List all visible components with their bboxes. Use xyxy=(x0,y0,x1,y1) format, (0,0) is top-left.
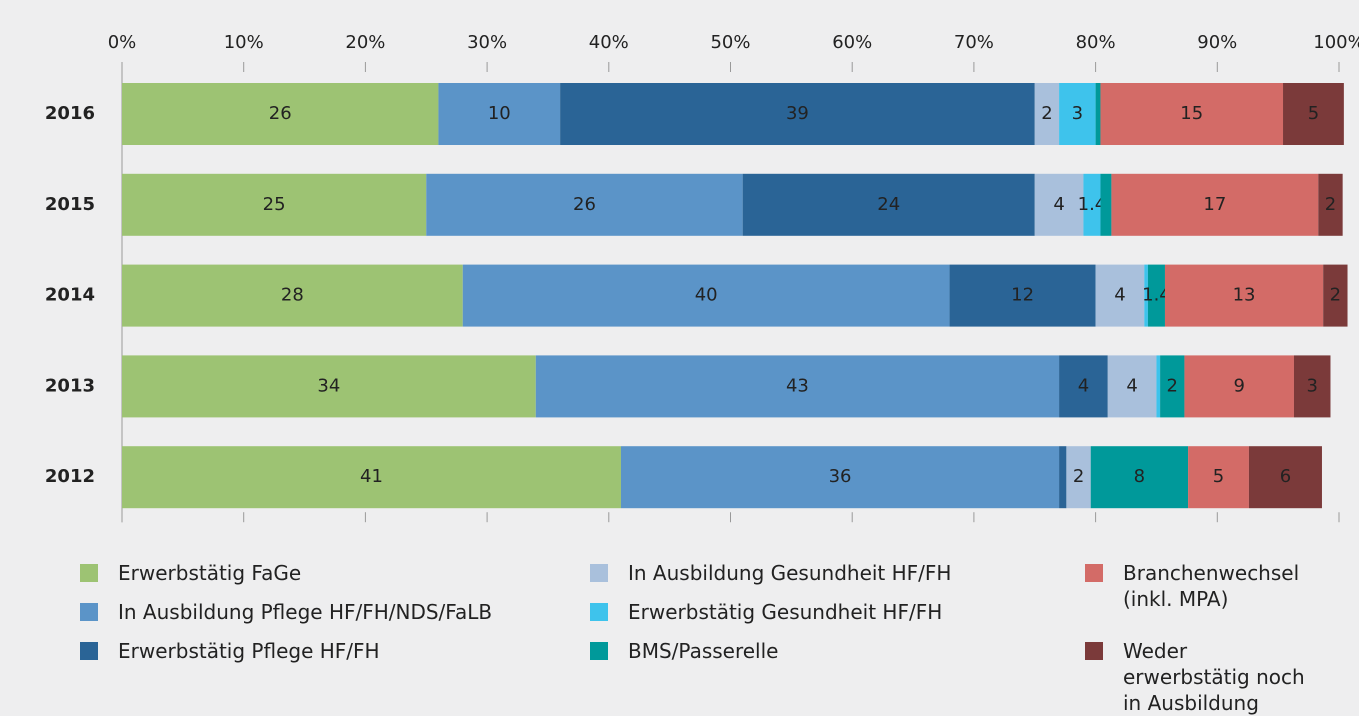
data-label: 26 xyxy=(269,103,292,124)
bar-segment xyxy=(560,83,1035,145)
x-tick-label: 80% xyxy=(1076,32,1116,53)
x-tick-label: 20% xyxy=(345,32,385,53)
bar-segment xyxy=(1095,83,1101,145)
bar-segment xyxy=(438,83,561,145)
bar-segment xyxy=(1156,355,1161,418)
data-label: 43 xyxy=(786,375,809,396)
x-tick-label: 10% xyxy=(224,32,264,53)
data-label: 4 xyxy=(1053,194,1064,215)
x-tick-label: 90% xyxy=(1197,32,1237,53)
data-label: 40 xyxy=(695,285,718,306)
data-label: 8 xyxy=(1134,466,1145,487)
bar-segment xyxy=(1293,355,1331,418)
bar-segment xyxy=(1160,355,1185,418)
bar-segment xyxy=(1059,355,1108,418)
bar-segment xyxy=(1100,83,1284,145)
data-label: 3 xyxy=(1072,103,1083,124)
bar-segment xyxy=(1144,264,1148,327)
y-tick-label: 2013 xyxy=(45,375,95,396)
x-tick-label: 60% xyxy=(832,32,872,53)
data-label: 10 xyxy=(488,103,511,124)
data-label: 2 xyxy=(1167,375,1178,396)
data-label: 26 xyxy=(573,194,596,215)
data-label: 5 xyxy=(1213,466,1224,487)
data-label: 17 xyxy=(1203,194,1226,215)
data-label: 6 xyxy=(1280,466,1291,487)
data-label: 2 xyxy=(1041,103,1052,124)
bar-segment xyxy=(535,355,1060,418)
data-label: 36 xyxy=(829,466,852,487)
data-label: 28 xyxy=(281,285,304,306)
bar-segment xyxy=(1248,446,1322,509)
bar-segment xyxy=(122,83,439,145)
bar-segment xyxy=(1059,83,1096,145)
x-tick-label: 40% xyxy=(589,32,629,53)
data-label: 41 xyxy=(360,466,383,487)
bar-segment xyxy=(426,173,743,236)
data-label: 4 xyxy=(1126,375,1137,396)
x-tick-label: 30% xyxy=(467,32,507,53)
y-tick-label: 2012 xyxy=(45,466,95,487)
bar-segment xyxy=(1083,173,1101,236)
bar-segment xyxy=(1111,173,1319,236)
bar-segment xyxy=(1100,173,1112,236)
bar-segment xyxy=(1095,264,1145,327)
x-tick-label: 100% xyxy=(1313,32,1359,53)
bar-segment xyxy=(122,355,536,418)
data-label: 9 xyxy=(1233,375,1244,396)
bar-segment xyxy=(1283,83,1344,145)
data-label: 13 xyxy=(1233,285,1256,306)
bar-segment xyxy=(1107,355,1157,418)
bar-segment xyxy=(1090,446,1189,509)
data-label: 39 xyxy=(786,103,809,124)
data-label: 4 xyxy=(1114,285,1125,306)
bar-segment xyxy=(1164,264,1324,327)
y-tick-label: 2015 xyxy=(45,194,95,215)
data-label: 24 xyxy=(877,194,900,215)
x-tick-label: 50% xyxy=(710,32,750,53)
data-label: 34 xyxy=(317,375,340,396)
data-label: 3 xyxy=(1306,375,1317,396)
data-label: 2 xyxy=(1330,285,1341,306)
bar-segment xyxy=(1066,446,1091,509)
bar-segment xyxy=(1323,264,1348,327)
bar-segment xyxy=(462,264,950,327)
bar-segment xyxy=(742,173,1035,236)
data-label: 5 xyxy=(1308,103,1319,124)
data-label: 15 xyxy=(1180,103,1203,124)
y-tick-label: 2014 xyxy=(45,285,95,306)
bar-segment xyxy=(1034,173,1084,236)
bar-segment xyxy=(122,264,463,327)
bar-segment xyxy=(122,446,621,509)
y-tick-label: 2016 xyxy=(45,103,95,124)
data-label: 2 xyxy=(1073,466,1084,487)
data-label: 12 xyxy=(1011,285,1034,306)
bar-segment xyxy=(1184,355,1294,418)
bar-segment xyxy=(949,264,1096,327)
x-tick-label: 70% xyxy=(954,32,994,53)
data-label: 2 xyxy=(1325,194,1336,215)
data-label: 1.4 xyxy=(1078,194,1107,215)
bar-segment xyxy=(1318,173,1343,236)
bar-segment xyxy=(1034,83,1060,145)
bar-segment xyxy=(1188,446,1249,509)
data-label: 1.4 xyxy=(1142,285,1171,306)
bar-segment xyxy=(1059,446,1067,509)
data-label: 25 xyxy=(263,194,286,215)
data-label: 4 xyxy=(1078,375,1089,396)
bar-segment xyxy=(620,446,1060,509)
bar-segment xyxy=(122,173,427,236)
bar-segment xyxy=(1147,264,1165,327)
x-tick-label: 0% xyxy=(108,32,137,53)
